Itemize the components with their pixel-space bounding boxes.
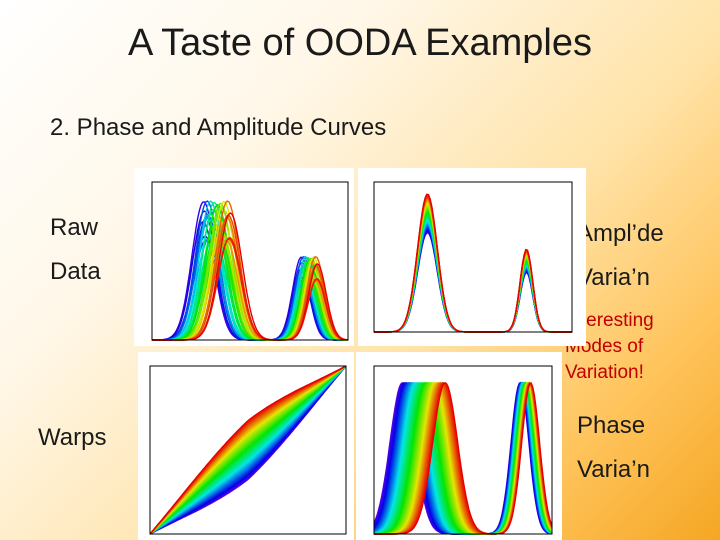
raw-label-line1: Raw: [50, 214, 99, 241]
ampl-label-line2: Varia’n: [577, 264, 650, 291]
curve: [149, 365, 347, 535]
curve: [374, 198, 572, 333]
slide-title: A Taste of OODA Examples: [128, 22, 592, 64]
curve: [374, 222, 572, 333]
ampl-label-line1: Ampl’de: [577, 220, 664, 247]
raw-label-line2: Data: [50, 258, 101, 285]
curve: [374, 195, 572, 333]
curve: [374, 215, 572, 333]
slide-subtitle: 2. Phase and Amplitude Curves: [50, 114, 387, 141]
curve: [374, 217, 572, 333]
curve: [374, 231, 572, 333]
curve: [374, 208, 572, 333]
plot-frame: [373, 181, 573, 333]
curve: [374, 196, 572, 333]
amplitude-label: Ampl’de Varia’n: [577, 212, 664, 300]
amplitude-variation-panel: [358, 168, 586, 346]
phase-variation-panel: [356, 352, 562, 540]
raw-data-label: Raw Data: [50, 206, 101, 294]
curve: [374, 223, 572, 333]
phase-variation-plot: [373, 365, 553, 535]
phase-label-line1: Phase: [577, 412, 646, 439]
curve: [374, 207, 572, 333]
curve: [374, 202, 572, 333]
curve: [374, 224, 572, 333]
curve: [374, 211, 572, 333]
curve: [374, 194, 572, 333]
curve: [374, 200, 572, 333]
phase-label: Phase Varia’n: [577, 404, 650, 492]
curve: [374, 232, 572, 333]
raw-data-panel: [134, 168, 354, 346]
curve: [374, 206, 572, 333]
amplitude-variation-plot: [373, 181, 573, 333]
curve: [374, 205, 572, 333]
curve: [374, 226, 572, 333]
curve: [374, 197, 572, 333]
curve: [374, 210, 572, 333]
curve: [374, 209, 572, 333]
curve: [374, 214, 572, 333]
curve: [374, 204, 572, 333]
warps-label: Warps: [38, 424, 107, 451]
curve: [374, 221, 572, 333]
curve: [374, 220, 572, 333]
warps-plot: [149, 365, 347, 535]
curve: [374, 212, 572, 333]
curve: [374, 203, 572, 333]
curve: [374, 218, 572, 333]
warps-panel: [138, 352, 354, 540]
plot-frame: [373, 365, 553, 535]
curve: [374, 201, 572, 333]
curve: [374, 193, 572, 333]
raw-data-plot: [151, 181, 349, 341]
note-line1: Interesting: [565, 310, 654, 331]
phase-label-line2: Varia’n: [577, 456, 650, 483]
plot-frame: [149, 365, 347, 535]
curve: [374, 216, 572, 333]
curve: [374, 225, 572, 333]
curve: [374, 228, 572, 333]
curve: [374, 199, 572, 333]
curve: [374, 219, 572, 333]
curve: [374, 381, 553, 535]
curve: [374, 227, 572, 333]
curve: [374, 229, 572, 333]
note-line3: Variation!: [565, 362, 644, 383]
curve: [374, 213, 572, 333]
curve: [374, 230, 572, 333]
plot-frame: [151, 181, 349, 341]
